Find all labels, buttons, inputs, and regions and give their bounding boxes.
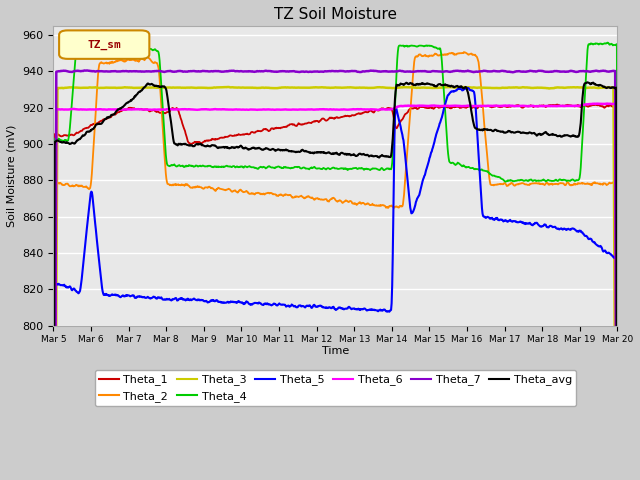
Theta_1 (278, 125, 285, 131)
Theta_7 (299, 69, 307, 74)
Theta_2 (278, 192, 285, 198)
Theta_4 (490, 173, 497, 179)
Theta_3 (278, 84, 286, 90)
Theta_4 (614, 474, 621, 480)
Theta_2 (460, 49, 468, 55)
Title: TZ Soil Moisture: TZ Soil Moisture (274, 7, 397, 22)
Theta_5 (108, 292, 115, 298)
Theta_6 (298, 107, 306, 112)
Theta_7 (278, 68, 286, 74)
Theta_4 (298, 166, 306, 171)
X-axis label: Time: Time (322, 346, 349, 356)
Theta_3 (299, 85, 307, 91)
Theta_3 (500, 85, 508, 91)
Legend: Theta_1, Theta_2, Theta_3, Theta_4, Theta_5, Theta_6, Theta_7, Theta_avg: Theta_1, Theta_2, Theta_3, Theta_4, Thet… (95, 370, 577, 407)
Theta_6 (278, 107, 285, 112)
Theta_1 (553, 102, 561, 108)
Theta_avg (490, 128, 497, 134)
Theta_2 (500, 180, 508, 186)
Theta_7 (490, 68, 498, 74)
Theta_4 (437, 48, 445, 54)
Theta_1 (500, 103, 508, 109)
Theta_avg (437, 82, 445, 87)
Theta_avg (298, 147, 306, 153)
Theta_5 (490, 217, 498, 223)
Theta_5 (500, 218, 508, 224)
FancyBboxPatch shape (59, 30, 149, 59)
Theta_3 (490, 85, 498, 91)
Theta_1 (108, 114, 115, 120)
Theta_6 (108, 107, 115, 112)
Theta_2 (490, 182, 498, 188)
Theta_7 (500, 68, 508, 74)
Theta_avg (278, 147, 285, 153)
Theta_3 (108, 85, 115, 91)
Line: Theta_3: Theta_3 (54, 87, 618, 480)
Theta_1 (298, 122, 306, 128)
Theta_3 (224, 84, 232, 90)
Theta_7 (81, 68, 88, 73)
Line: Theta_7: Theta_7 (54, 71, 618, 480)
Line: Theta_avg: Theta_avg (54, 83, 618, 480)
Theta_2 (298, 193, 306, 199)
Theta_5 (298, 303, 306, 309)
Line: Theta_5: Theta_5 (54, 88, 618, 480)
Theta_avg (500, 129, 508, 135)
Theta_1 (490, 104, 497, 110)
Theta_6 (490, 103, 497, 108)
Theta_6 (437, 103, 445, 109)
Theta_2 (437, 52, 445, 58)
Theta_5 (464, 85, 472, 91)
Theta_5 (437, 118, 445, 123)
Theta_4 (604, 40, 611, 46)
Theta_6 (500, 103, 508, 108)
Line: Theta_4: Theta_4 (54, 43, 618, 480)
Theta_7 (108, 69, 115, 74)
Theta_avg (584, 80, 591, 85)
Theta_4 (108, 44, 115, 50)
Line: Theta_1: Theta_1 (54, 105, 618, 480)
Theta_1 (437, 105, 445, 110)
Y-axis label: Soil Moisture (mV): Soil Moisture (mV) (7, 124, 17, 227)
Theta_3 (438, 85, 445, 91)
Text: TZ_sm: TZ_sm (87, 39, 121, 49)
Line: Theta_6: Theta_6 (54, 104, 618, 480)
Theta_avg (108, 112, 115, 118)
Line: Theta_2: Theta_2 (54, 52, 618, 480)
Theta_2 (108, 60, 115, 65)
Theta_4 (500, 177, 508, 183)
Theta_7 (438, 69, 445, 74)
Theta_5 (278, 302, 285, 308)
Theta_4 (278, 165, 285, 171)
Theta_6 (604, 101, 611, 107)
